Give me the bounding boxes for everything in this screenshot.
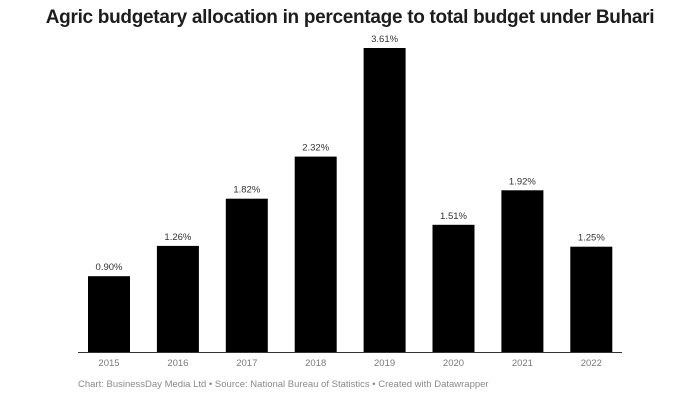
value-label-2016: 1.26%: [164, 232, 191, 243]
x-tick-label-2020: 2020: [443, 358, 464, 369]
bar-2016: [156, 245, 199, 352]
value-label-2018: 2.32%: [302, 143, 329, 154]
bar-2020: [432, 224, 475, 352]
bar-2018: [294, 156, 337, 352]
x-tick-label-2018: 2018: [305, 358, 326, 369]
value-label-2017: 1.82%: [233, 185, 260, 196]
bar-2022: [570, 246, 613, 352]
x-tick-label-2021: 2021: [512, 358, 533, 369]
x-tick-label-2022: 2022: [581, 358, 602, 369]
x-tick-label-2017: 2017: [236, 358, 257, 369]
value-label-2020: 1.51%: [440, 211, 467, 222]
value-label-2019: 3.61%: [371, 34, 398, 45]
value-label-2021: 1.92%: [509, 176, 536, 187]
chart-footer-credits: Chart: BusinessDay Media Ltd • Source: N…: [78, 379, 489, 390]
chart-title: Agric budgetary allocation in percentage…: [45, 7, 655, 28]
bar-2021: [501, 190, 544, 352]
x-tick-labels-group: 2015 2016 2017 2018 2019 2020 2021 2022: [98, 358, 601, 369]
x-tick-label-2016: 2016: [167, 358, 188, 369]
value-labels-group: 0.90% 1.26% 1.82% 2.32% 3.61% 1.51% 1.92% 1.25%: [96, 34, 606, 273]
value-label-2015: 0.90%: [96, 262, 123, 273]
value-label-2022: 1.25%: [578, 233, 605, 244]
bar-2019: [363, 48, 406, 352]
x-tick-label-2019: 2019: [374, 358, 395, 369]
bars-group: [88, 48, 613, 352]
x-tick-label-2015: 2015: [98, 358, 119, 369]
bar-2017: [225, 198, 268, 352]
bar-2015: [88, 276, 130, 352]
